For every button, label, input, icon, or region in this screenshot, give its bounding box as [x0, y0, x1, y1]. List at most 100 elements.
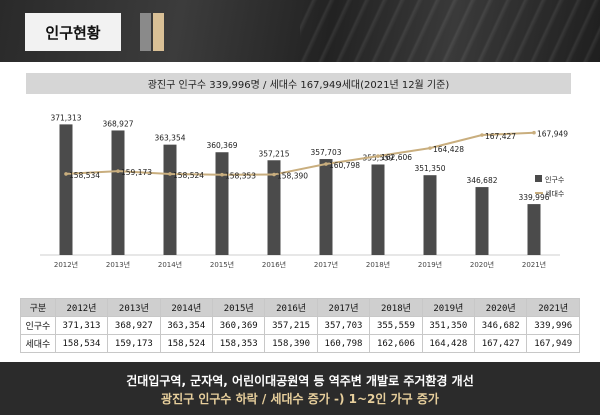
bar-value-label: 360,369 [206, 141, 237, 150]
line-value-label: 160,798 [329, 161, 360, 170]
x-tick-label: 2016년 [262, 260, 286, 269]
line-value-label: 159,173 [121, 168, 152, 177]
bar-value-label: 357,215 [258, 149, 289, 158]
legend-bar-swatch [535, 175, 542, 182]
table-cell: 363,354 [159, 316, 214, 335]
line-value-label: 167,949 [537, 130, 568, 139]
table-header-year: 2017년 [316, 298, 371, 317]
bar [527, 204, 541, 255]
table-header-year: 2012년 [54, 298, 109, 317]
x-tick-label: 2021년 [522, 260, 546, 269]
chart-title: 광진구 인구수 339,996명 / 세대수 167,949세대(2021년 1… [26, 73, 571, 94]
table-cell: 158,534 [54, 334, 109, 353]
page-title: 인구현황 [25, 13, 121, 51]
line-point [272, 172, 276, 177]
bar-value-label: 357,703 [310, 148, 341, 157]
legend-bar-label: 인구수 [545, 175, 565, 184]
table-cell: 351,350 [421, 316, 476, 335]
table-cell: 158,353 [211, 334, 266, 353]
bar [215, 152, 229, 255]
table-header-label: 구분 [20, 298, 56, 317]
x-tick-label: 2019년 [418, 260, 442, 269]
line-value-label: 158,390 [277, 172, 308, 181]
line-point [324, 162, 328, 166]
table-cell: 371,313 [54, 316, 109, 335]
line-value-label: 167,427 [485, 132, 516, 141]
line-point [376, 154, 380, 158]
table-cell: 167,949 [526, 334, 580, 353]
table-cell: 360,369 [211, 316, 266, 335]
table-row-label: 인구수 [20, 316, 56, 335]
table-header-year: 2020년 [474, 298, 528, 317]
bar-value-label: 339,996 [518, 193, 549, 202]
table-header-year: 2014년 [159, 298, 214, 317]
table-header-year: 2021년 [526, 298, 580, 317]
bar [59, 124, 73, 255]
household-line [65, 131, 535, 176]
table-row-label: 세대수 [20, 334, 56, 353]
bar [475, 187, 489, 255]
table-cell: 355,559 [369, 316, 423, 335]
data-table: 구분 2012년 2013년 2014년 2015년 2016년 2017년 2018년 201… [20, 298, 580, 353]
line-point [116, 169, 120, 173]
table-header-year: 2015년 [211, 298, 266, 317]
legend-line-label: 세대수 [545, 189, 565, 198]
table-cell: 158,390 [264, 334, 318, 353]
table-cell: 160,798 [316, 334, 371, 353]
table-cell: 357,703 [316, 316, 371, 335]
x-tick-label: 2017년 [314, 260, 338, 269]
line-value-label: 158,534 [69, 171, 100, 180]
table-header-row: 구분 2012년 2013년 2014년 2015년 2016년 2017년 2018년 201… [20, 298, 580, 317]
header-decoration [300, 0, 600, 62]
x-tick-label: 2013년 [106, 260, 130, 269]
bar [371, 164, 385, 255]
bar [111, 130, 125, 255]
line-point [428, 146, 432, 150]
bar-value-label: 368,927 [102, 119, 133, 128]
line-value-label: 162,606 [381, 153, 412, 162]
table-cell: 357,215 [264, 316, 318, 335]
bar [423, 175, 437, 255]
line-point [64, 172, 68, 176]
accent-bar-gray [140, 13, 151, 51]
x-tick-label: 2020년 [470, 260, 494, 269]
line-point [220, 172, 224, 177]
table-cell: 368,927 [107, 316, 161, 335]
line-point [532, 130, 536, 135]
bar-value-label: 363,354 [154, 134, 185, 143]
bar-value-label: 355,559 [362, 153, 393, 162]
bar-value-label: 346,682 [466, 176, 497, 185]
line-value-label: 158,353 [225, 172, 256, 181]
bar [163, 144, 177, 255]
table-header-year: 2018년 [369, 298, 423, 317]
population-chart: 371,313 2012년 368,927 2013년 363,354 2014년 360,… [40, 113, 568, 269]
line-point [168, 172, 172, 176]
table-cell: 167,427 [474, 334, 528, 353]
table-row: 인구수 371,313 368,927 363,354 360,369 357,215 35… [20, 316, 580, 335]
table-cell: 159,173 [107, 334, 161, 353]
table-row: 세대수 158,534 159,173 158,524 158,353 158,390 16… [20, 334, 580, 353]
table-cell: 346,682 [474, 316, 528, 335]
summary-line-2: 광진구 인구수 하락 / 세대수 증가 -) 1~2인 가구 증가 [161, 392, 439, 406]
table-cell: 164,428 [421, 334, 476, 353]
x-tick-label: 2012년 [54, 260, 78, 269]
accent-bar-gold [153, 13, 164, 51]
summary-line-1: 건대입구역, 군자역, 어린이대공원역 등 역주변 개발로 주거환경 개선 [126, 374, 474, 388]
line-point [480, 133, 484, 137]
bar-value-label: 351,350 [414, 164, 445, 173]
line-value-label: 164,428 [433, 145, 464, 154]
summary-banner: 건대입구역, 군자역, 어린이대공원역 등 역주변 개발로 주거환경 개선 광진… [0, 362, 600, 415]
x-tick-label: 2018년 [366, 260, 390, 269]
table-header-year: 2013년 [107, 298, 161, 317]
line-value-label: 158,524 [173, 171, 204, 180]
header-bar: 인구현황 [0, 0, 600, 62]
table-header-year: 2016년 [264, 298, 318, 317]
x-tick-label: 2015년 [210, 260, 234, 269]
bar [319, 159, 333, 255]
bar [267, 160, 281, 255]
table-cell: 162,606 [369, 334, 423, 353]
x-tick-label: 2014년 [158, 260, 182, 269]
bar-value-label: 371,313 [50, 113, 81, 122]
table-cell: 158,524 [159, 334, 214, 353]
table-cell: 339,996 [526, 316, 580, 335]
